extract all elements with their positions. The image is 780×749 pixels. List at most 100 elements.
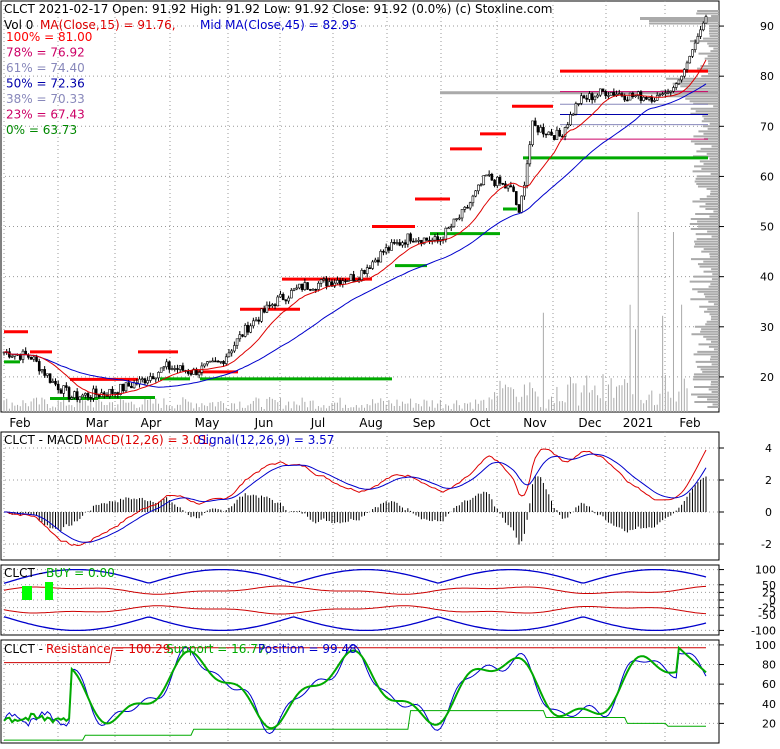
candle-body bbox=[393, 242, 396, 244]
candle-body bbox=[86, 393, 90, 398]
candle-body bbox=[547, 131, 551, 135]
candle-body bbox=[417, 239, 420, 242]
buy-value-label: BUY = 0.00 bbox=[46, 566, 115, 580]
macd-title: CLCT - MACD bbox=[4, 433, 83, 447]
candle-body bbox=[677, 79, 681, 85]
candle-body bbox=[485, 174, 488, 177]
candle-body bbox=[265, 304, 269, 313]
candle-body bbox=[533, 120, 537, 126]
candle-body bbox=[143, 378, 147, 384]
date-axis: Feb Mar Apr May Jun Jul Aug Sep Oct Nov Dec 2021 Feb bbox=[9, 416, 700, 430]
sr-tick-label: 100 bbox=[755, 639, 776, 652]
date-tick-label: Aug bbox=[359, 416, 382, 430]
date-tick-label: Feb bbox=[679, 416, 700, 430]
buy-title: CLCT - bbox=[4, 566, 43, 580]
date-tick-label: Jun bbox=[254, 416, 274, 430]
candle-body bbox=[233, 345, 236, 352]
candle-body bbox=[542, 127, 545, 135]
candle-body bbox=[227, 352, 231, 358]
candle-body bbox=[70, 397, 74, 400]
candle-body bbox=[477, 184, 480, 192]
buy-upper-band bbox=[3, 568, 707, 584]
date-tick-label: Nov bbox=[523, 416, 546, 430]
candle-body bbox=[569, 114, 572, 126]
date-tick-label: Jul bbox=[310, 416, 325, 430]
price-tick-label: 30 bbox=[760, 321, 774, 334]
candle-body bbox=[474, 190, 477, 197]
candle-body bbox=[471, 195, 475, 204]
fib-level-label: 23% = 67.43 bbox=[6, 108, 85, 122]
candle-body bbox=[197, 372, 201, 376]
candle-body bbox=[51, 380, 55, 383]
candle-body bbox=[149, 376, 152, 381]
candle-body bbox=[170, 368, 174, 370]
candle-body bbox=[279, 294, 282, 298]
price-candles bbox=[2, 14, 708, 403]
candle-body bbox=[73, 391, 76, 398]
position-label: Position = 99.48 bbox=[258, 642, 357, 656]
candle-body bbox=[401, 242, 404, 246]
candle-body bbox=[357, 279, 361, 281]
candle-body bbox=[230, 350, 233, 354]
candle-body bbox=[189, 373, 193, 375]
fib-level-label: 100% = 81.00 bbox=[6, 30, 92, 44]
sr-y-axis: 20 40 60 80 100 bbox=[719, 639, 776, 730]
macd-tick-label: -2 bbox=[761, 538, 772, 551]
candle-body bbox=[645, 96, 648, 100]
candle-body bbox=[590, 93, 594, 101]
candle-body bbox=[411, 240, 415, 243]
candle-body bbox=[525, 163, 529, 186]
candle-body bbox=[693, 42, 697, 50]
candle-body bbox=[146, 380, 149, 384]
date-tick-label: Feb bbox=[9, 416, 30, 430]
support-line bbox=[4, 710, 706, 741]
candle-body bbox=[10, 355, 14, 358]
candle-body bbox=[447, 227, 450, 230]
candle-body bbox=[290, 290, 293, 299]
candle-body bbox=[59, 389, 63, 394]
buy-oscillator bbox=[3, 568, 707, 632]
candle-body bbox=[75, 391, 79, 401]
macd-value-label: MACD(12,26) = 3.01, bbox=[84, 433, 212, 447]
candle-body bbox=[558, 129, 561, 137]
candle-body bbox=[593, 96, 597, 101]
candle-body bbox=[140, 378, 144, 381]
candle-body bbox=[460, 209, 464, 219]
resistance-line bbox=[4, 647, 706, 664]
candle-body bbox=[390, 242, 393, 251]
candle-body bbox=[468, 202, 472, 209]
volume-profile bbox=[440, 10, 719, 408]
candle-body bbox=[254, 319, 258, 322]
candle-body bbox=[303, 282, 307, 290]
date-tick-label: 2021 bbox=[623, 416, 654, 430]
candle-body bbox=[235, 338, 239, 346]
position-smoothed-line bbox=[3, 645, 707, 730]
sr-lines bbox=[3, 644, 707, 741]
chart-header: CLCT 2021-02-17 Open: 91.92 High: 91.92 … bbox=[4, 2, 552, 16]
candle-body bbox=[509, 185, 513, 188]
candle-body bbox=[607, 95, 610, 97]
candle-body bbox=[322, 278, 326, 281]
macd-tick-label: 4 bbox=[765, 442, 772, 455]
candle-body bbox=[54, 380, 57, 385]
candle-body bbox=[422, 237, 426, 245]
candle-body bbox=[205, 361, 209, 365]
candle-body bbox=[601, 88, 605, 92]
candle-body bbox=[108, 388, 112, 397]
candle-body bbox=[192, 368, 196, 375]
ma-slow-label: Mid MA(Close,45) = 82.95 bbox=[200, 18, 357, 32]
candle-body bbox=[43, 369, 46, 376]
candle-body bbox=[449, 226, 453, 229]
candle-body bbox=[181, 365, 185, 371]
sr-tick-label: 40 bbox=[762, 698, 776, 711]
candle-body bbox=[124, 382, 128, 392]
date-tick-label: Apr bbox=[141, 416, 162, 430]
date-tick-label: May bbox=[195, 416, 220, 430]
candle-body bbox=[639, 91, 643, 101]
candle-body bbox=[333, 282, 336, 287]
candle-body bbox=[327, 281, 331, 287]
candle-body bbox=[349, 274, 353, 281]
candle-body bbox=[384, 247, 388, 253]
candle-body bbox=[56, 383, 60, 391]
